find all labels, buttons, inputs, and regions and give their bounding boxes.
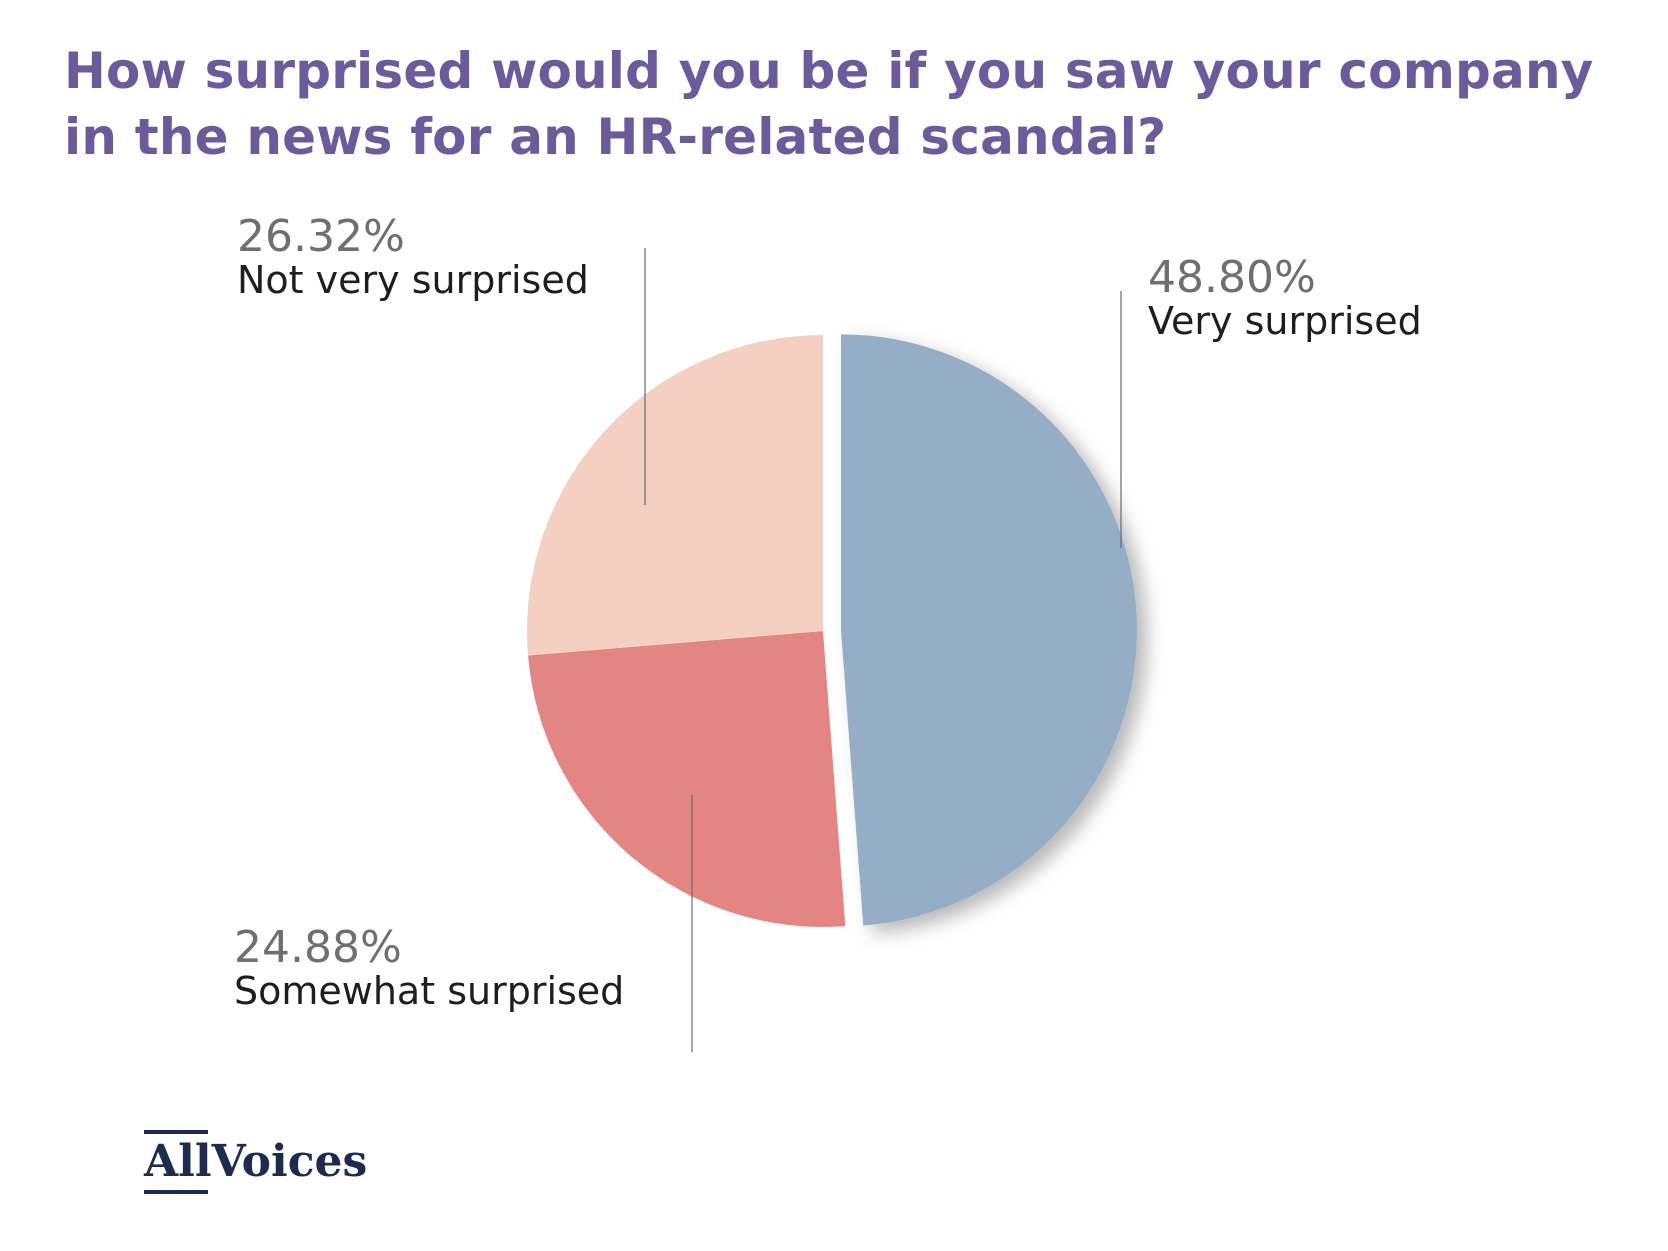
pie-slice-somewhat-surprised [528,631,846,927]
value-label-not-very-surprised: 26.32% [237,211,405,262]
pie-slice-not-very-surprised [527,335,823,656]
pie-slice-very-surprised [840,334,1137,926]
logo-text-voices: Voices [211,1136,368,1187]
value-label-somewhat-surprised: 24.88% [234,922,402,973]
category-label-not-very-surprised: Not very surprised [237,258,589,302]
leader-lines [644,248,1122,1052]
logo-wordmark: AllVoices [144,1136,367,1188]
category-label-very-surprised: Very surprised [1148,299,1422,343]
pie-slices [527,334,1137,927]
category-label-somewhat-surprised: Somewhat surprised [234,969,624,1013]
logo-bar-top [144,1130,208,1134]
chart-title: How surprised would you be if you saw yo… [64,42,1594,166]
value-label-very-surprised: 48.80% [1148,252,1316,303]
logo-text-all: All [144,1136,212,1187]
logo-bar-bottom [144,1190,208,1194]
slice-labels: 48.80%Very surprised 24.88%Somewhat surpr… [234,211,1422,1013]
